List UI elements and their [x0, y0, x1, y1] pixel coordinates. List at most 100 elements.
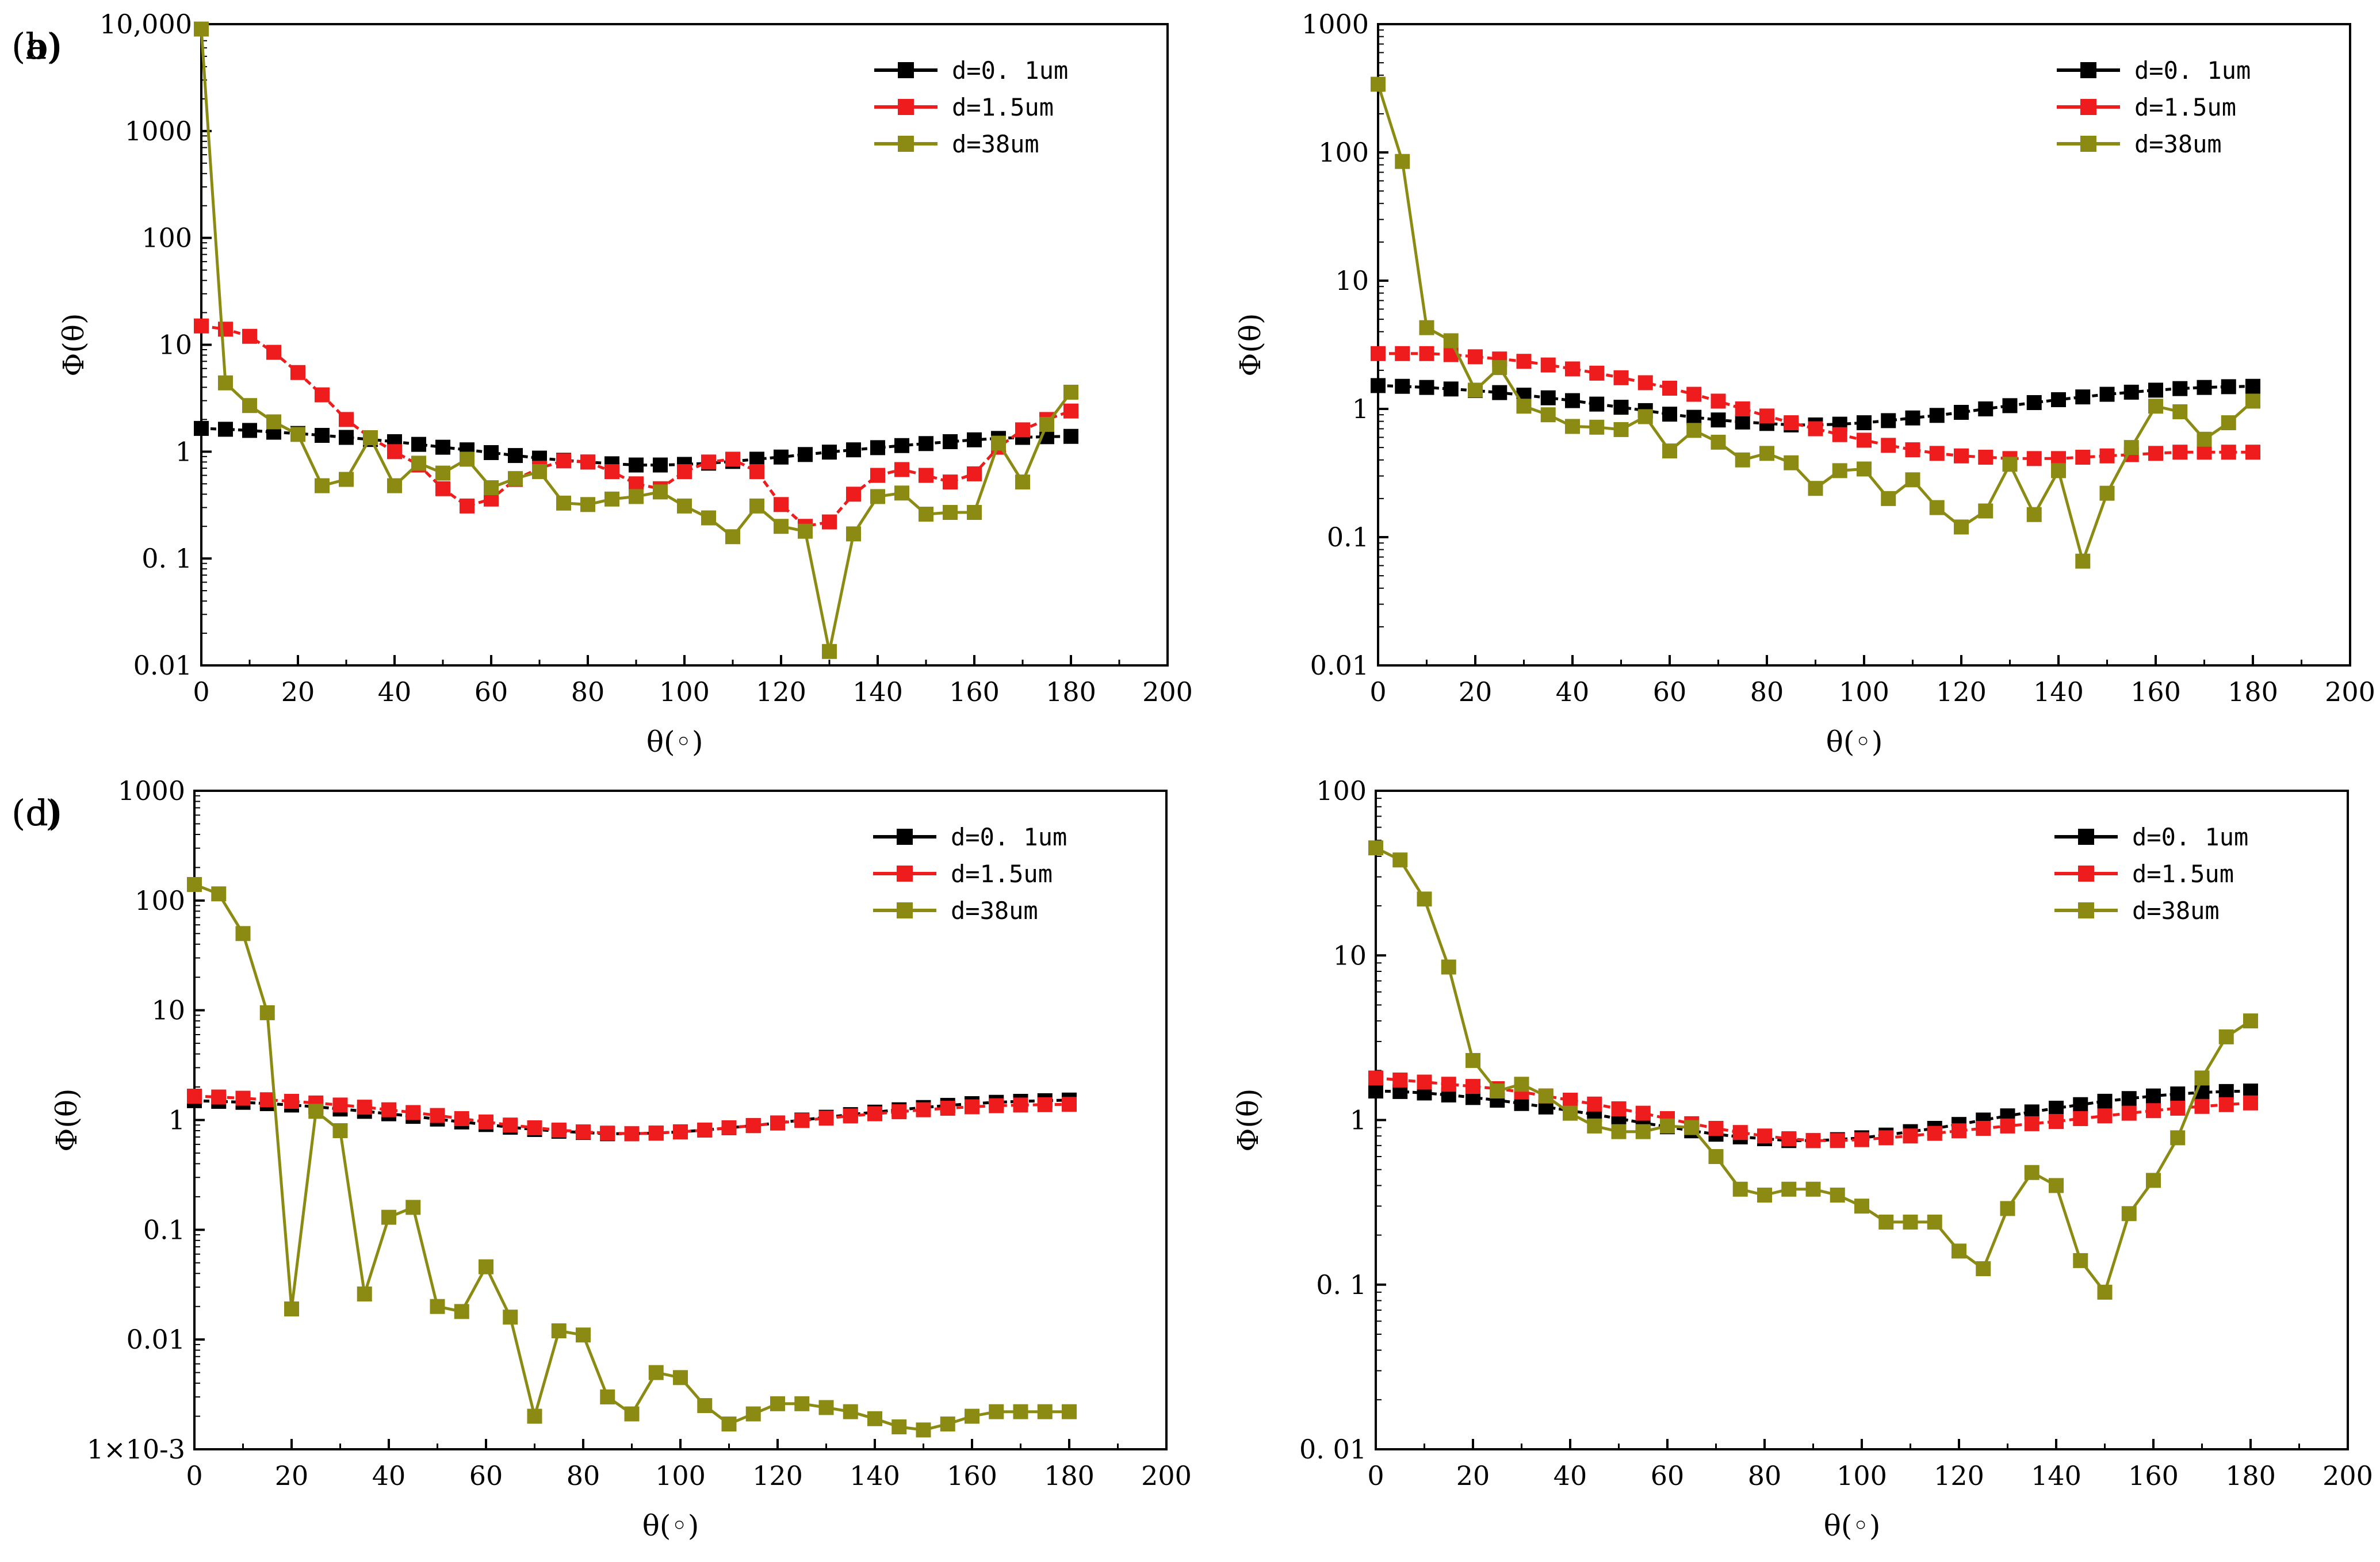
y-tick-label: 0.1 [1327, 522, 1369, 553]
panel-label: (d) [12, 792, 62, 834]
y-tick-label: 0. 01 [1299, 1434, 1367, 1465]
data-point [1468, 349, 1483, 365]
data-point [2170, 1100, 2186, 1116]
data-point [484, 445, 499, 460]
x-tick-label: 40 [372, 1460, 406, 1491]
data-point [1881, 438, 1896, 453]
data-point [1784, 455, 1799, 470]
data-point [1905, 410, 1920, 426]
panel-a: (a) 0 20 40 60 80 100 120 140 160 180 200 0.01 0. 1 1 1… [12, 9, 1193, 759]
data-point [235, 926, 251, 941]
data-point [556, 495, 571, 511]
data-point [235, 1090, 251, 1106]
data-point [1735, 401, 1750, 416]
x-tick-label: 200 [1141, 1460, 1192, 1491]
data-point [1371, 346, 1386, 361]
data-point [284, 1094, 299, 1109]
y-tick-label: 10 [151, 995, 185, 1026]
x-tick-label: 200 [2322, 1460, 2373, 1491]
y-tick-label: 10,000 [100, 9, 192, 40]
x-tick-label: 120 [1934, 1460, 1984, 1491]
data-point [1419, 380, 1434, 395]
data-point [430, 1299, 445, 1314]
x-tick-label: 140 [2031, 1460, 2081, 1491]
y-tick-label: 1000 [118, 775, 185, 806]
data-point [284, 1301, 299, 1316]
data-point [1613, 370, 1629, 385]
data-point [576, 1124, 591, 1140]
data-point [1903, 1214, 1918, 1230]
data-point [624, 1126, 640, 1142]
data-point [315, 428, 330, 443]
data-point [774, 449, 789, 465]
data-point [435, 465, 450, 481]
data-point [2099, 386, 2115, 402]
data-point [1905, 442, 1920, 458]
data-point [1662, 407, 1677, 422]
y-tick-label: 10 [158, 330, 192, 361]
data-point [798, 523, 813, 539]
data-point [894, 485, 909, 501]
data-point [1395, 378, 1410, 394]
y-axis-title: Φ(θ) [50, 1088, 83, 1151]
x-tick-label: 60 [1653, 676, 1687, 707]
data-point [435, 481, 450, 496]
data-point [2000, 1201, 2015, 1216]
data-point [604, 491, 619, 507]
data-point [870, 440, 885, 455]
data-point [653, 457, 668, 473]
data-point [989, 1404, 1004, 1419]
data-point [1441, 959, 1456, 975]
data-point [315, 387, 330, 403]
data-point [1662, 443, 1677, 459]
data-point [1854, 1132, 1869, 1147]
data-point [600, 1125, 615, 1141]
data-point [1395, 346, 1410, 361]
y-tick-label: 10 [1335, 265, 1369, 296]
data-point [697, 1122, 713, 1138]
data-point [2194, 1070, 2210, 1086]
data-point [891, 1419, 907, 1435]
data-point [315, 478, 330, 493]
data-point [745, 1118, 761, 1134]
series-line-2 [1375, 847, 2252, 1294]
x-tick-label: 20 [1459, 676, 1493, 707]
data-point [1878, 1214, 1894, 1230]
data-point [894, 438, 909, 453]
data-point [1371, 76, 1386, 92]
data-point [2221, 379, 2236, 395]
data-point [2218, 1097, 2234, 1112]
data-point [1514, 1077, 1529, 1092]
data-point [818, 1400, 834, 1415]
y-axis-title: Φ(θ) [57, 313, 90, 376]
data-point [2026, 395, 2042, 411]
data-point [1781, 1181, 1797, 1197]
data-point [1711, 393, 1726, 409]
data-point [1611, 1124, 1627, 1139]
data-point [308, 1104, 324, 1119]
data-point [532, 464, 547, 480]
data-point [339, 472, 354, 487]
data-point [1708, 1149, 1724, 1165]
data-point [411, 455, 426, 471]
x-tick-label: 0 [1369, 676, 1386, 707]
x-tick-label: 100 [659, 676, 710, 707]
legend-marker [2080, 62, 2096, 78]
data-point [1368, 1070, 1383, 1086]
data-point [1468, 382, 1483, 398]
data-point [218, 422, 233, 437]
data-point [867, 1411, 882, 1426]
data-point [2097, 1284, 2113, 1300]
data-point [2099, 485, 2115, 501]
data-point [2075, 389, 2091, 405]
panel-c: (c) 0 20 40 60 80 100 120 140 160 180 200 1×10-3 0.01… [12, 775, 1192, 1542]
panel-label: (a) [12, 25, 60, 67]
x-tick-label: 0 [186, 1460, 202, 1491]
data-point [1565, 419, 1580, 434]
x-tick-label: 60 [1651, 1460, 1685, 1491]
data-point [943, 474, 958, 490]
data-point [405, 1200, 421, 1215]
x-tick-label: 40 [378, 676, 412, 707]
data-point [211, 886, 227, 902]
x-tick-label: 60 [475, 676, 508, 707]
